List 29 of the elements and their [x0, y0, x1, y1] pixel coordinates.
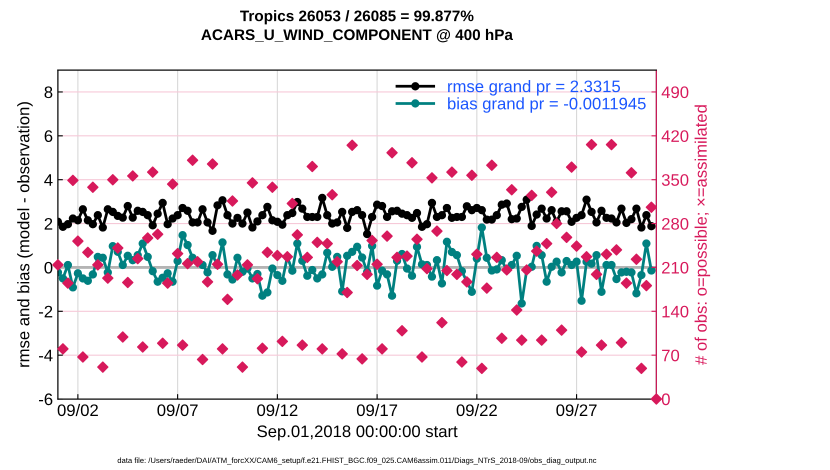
x-axis-title: Sep.01,2018 00:00:00 start [257, 425, 458, 441]
y2-tick-label: 140 [662, 306, 688, 318]
chart-subtitle: ACARS_U_WIND_COMPONENT @ 400 hPa [201, 28, 514, 42]
x-tick-label: 09/12 [257, 404, 298, 416]
y-tick-label: 4 [44, 174, 53, 186]
legend-label: bias grand pr = -0.0011945 [448, 97, 646, 113]
x-tick-label: 09/22 [456, 404, 497, 416]
y2-tick-label: 350 [662, 174, 688, 186]
y2-tick-label: 420 [662, 130, 688, 142]
y2-tick-label: 70 [662, 350, 680, 362]
legend-label: rmse grand pr = 2.3315 [448, 80, 620, 96]
y-tick-label: -2 [38, 306, 52, 318]
y-tick-label: 0 [44, 262, 52, 274]
y-tick-label: 2 [44, 218, 52, 230]
y2-tick-label: 490 [662, 86, 688, 98]
y-tick-label: -4 [38, 350, 53, 362]
y2-axis-title: # of obs: o=possible; ×=assimilated [694, 105, 710, 365]
x-tick-label: 09/07 [157, 404, 198, 416]
y-tick-label: 8 [44, 86, 52, 98]
x-tick-label: 09/27 [556, 404, 597, 416]
chart-title: Tropics 26053 / 26085 = 99.877% [240, 10, 474, 24]
y2-tick-label: 0 [662, 393, 670, 406]
x-tick-label: 09/02 [58, 404, 98, 416]
x-tick-label: 09/17 [356, 404, 398, 416]
y-tick-label: -6 [38, 393, 52, 406]
y-tick-label: 6 [44, 130, 52, 142]
y2-tick-label: 280 [662, 218, 688, 230]
y-axis-title: rmse and bias (model - observation) [17, 102, 33, 367]
y2-tick-label: 210 [662, 262, 688, 274]
